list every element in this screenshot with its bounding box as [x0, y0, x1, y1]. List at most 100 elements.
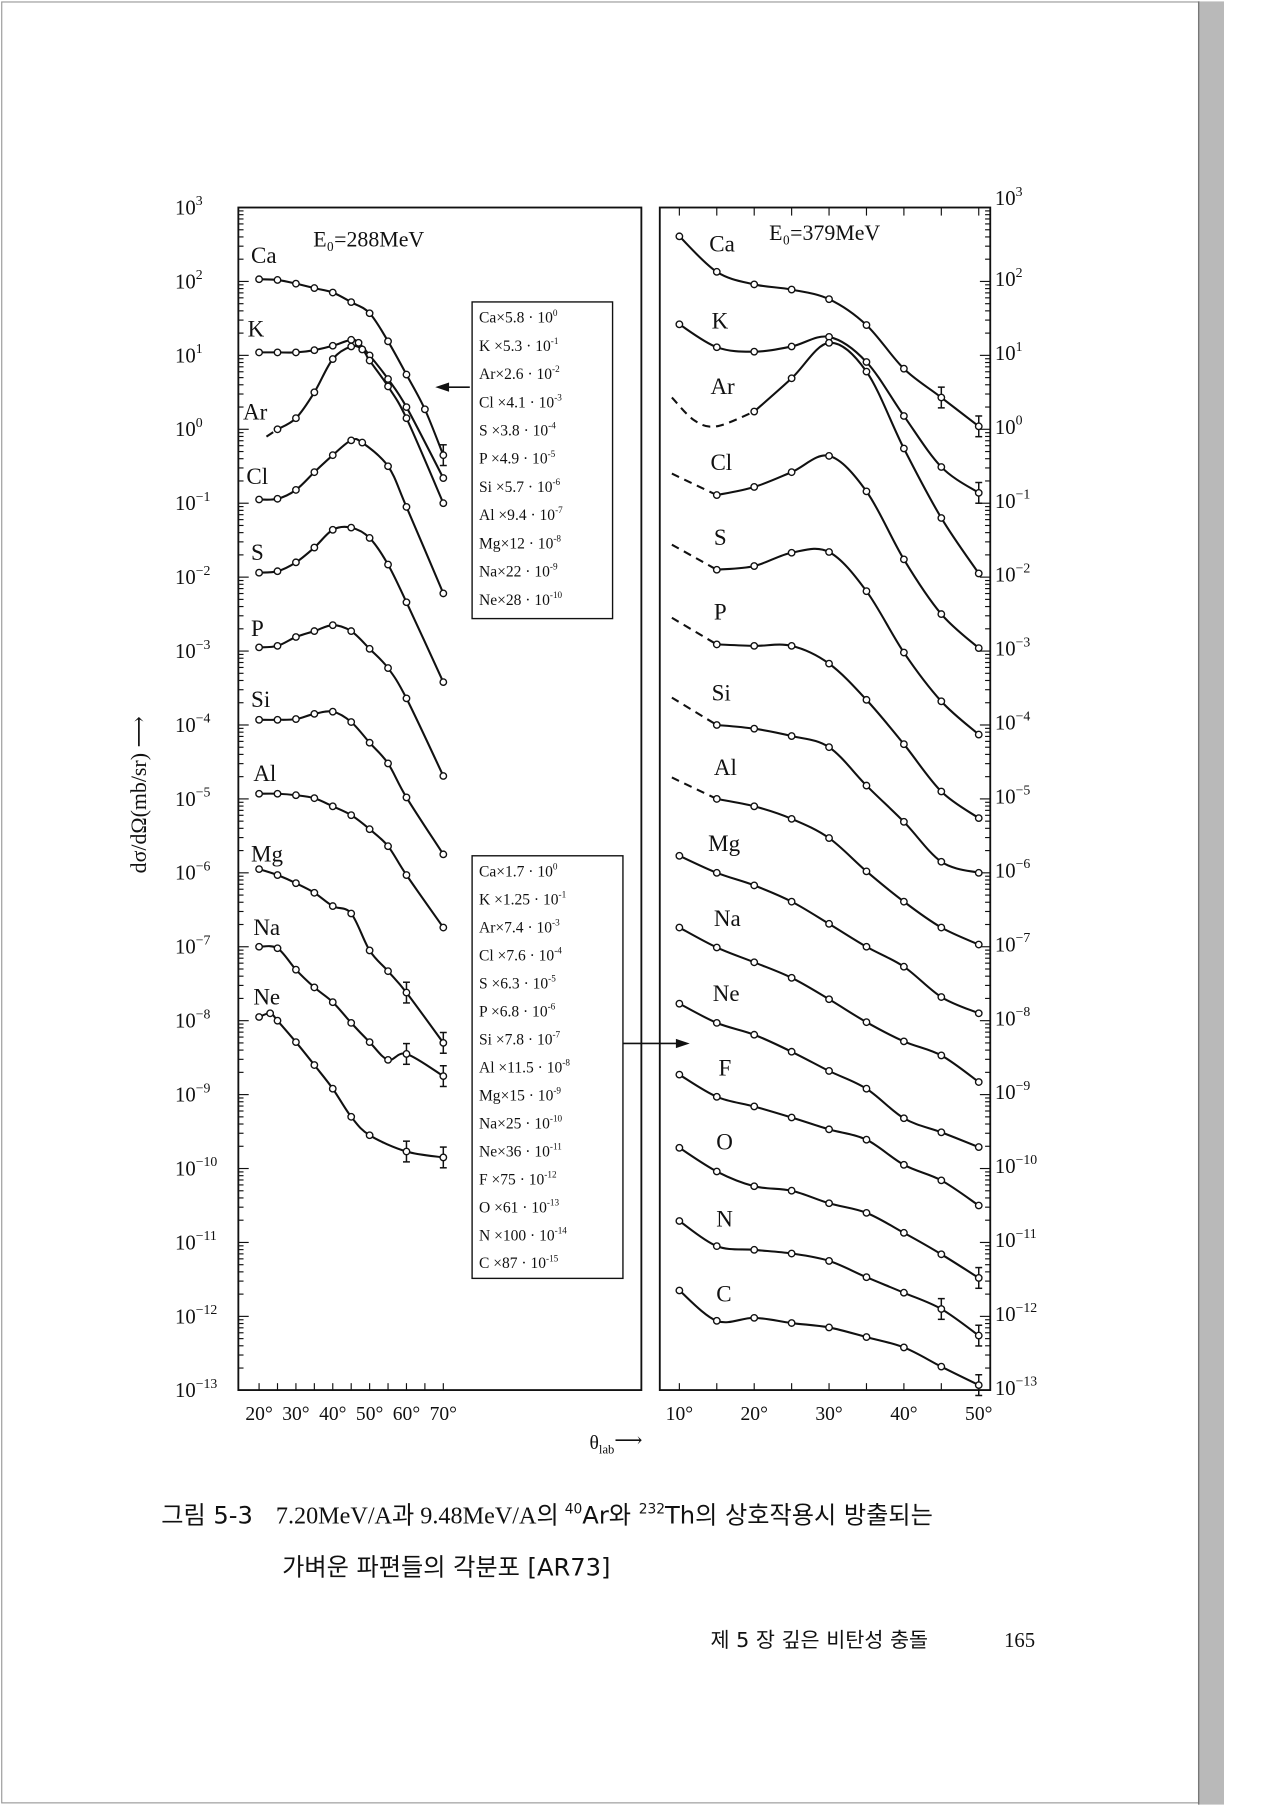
data-point [825, 548, 833, 556]
legend-entry: Ne×36 · 10-11 [479, 1141, 562, 1160]
series-label-s: S [251, 539, 264, 565]
data-point [787, 897, 796, 906]
data-point [347, 909, 356, 918]
y-tick-label: 10−4 [995, 708, 1030, 734]
data-point [310, 983, 319, 992]
series-label-si: Si [712, 679, 731, 705]
data-point [255, 1013, 263, 1021]
data-point [750, 1245, 759, 1254]
y-tick-label: 10−8 [175, 1006, 210, 1032]
data-point [712, 343, 721, 352]
data-point [273, 871, 282, 879]
y-tick-label: 10−10 [995, 1152, 1037, 1178]
data-point [439, 1153, 448, 1162]
legend-entry: S ×6.3 · 10-5 [479, 974, 556, 993]
legend-entry: S ×3.8 · 10-4 [479, 421, 556, 440]
data-point [384, 375, 392, 383]
x-tick-label: 30° [282, 1404, 309, 1425]
data-point [365, 644, 374, 653]
data-point [825, 995, 833, 1004]
data-point [862, 942, 871, 951]
legend-entry: Al ×11.5 · 10-8 [479, 1057, 570, 1076]
series-label-f: F [719, 1055, 732, 1081]
data-point [292, 715, 300, 723]
data-point [825, 1323, 833, 1332]
panel-energy-title: E₀=288MeV [313, 228, 424, 252]
data-point [974, 1331, 983, 1340]
data-point [750, 1313, 759, 1322]
legend-entry: F ×75 · 10-12 [479, 1169, 557, 1188]
data-point [439, 850, 448, 859]
data-point [273, 567, 282, 576]
data-point [899, 817, 908, 826]
data-point [328, 525, 337, 534]
legend-entry: C ×87 · 10-15 [479, 1253, 559, 1272]
data-point [862, 358, 871, 366]
legend-entry: P ×4.9 · 10-5 [479, 449, 556, 468]
series-label-p: P [251, 615, 264, 641]
scale-factor-legend: Ca×5.8 · 100 K ×5.3 · 10-1 Ar×2.6 · 10-2 Cl… [471, 301, 614, 620]
data-point [675, 320, 684, 329]
data-point [899, 1228, 908, 1237]
data-point [787, 1047, 796, 1056]
x-tick-label: 60° [393, 1404, 420, 1425]
data-point [292, 1038, 300, 1047]
data-point [937, 1176, 946, 1185]
data-point [825, 834, 833, 843]
data-point [273, 715, 282, 724]
y-tick-label: 10−13 [995, 1374, 1037, 1400]
data-point [402, 1147, 411, 1156]
data-point [675, 232, 684, 241]
y-tick-label: 10−7 [995, 930, 1030, 956]
data-point [937, 1305, 946, 1313]
data-point [750, 1030, 759, 1039]
data-point [402, 1050, 411, 1058]
data-point [273, 789, 282, 798]
legend-entry: Si ×7.8 · 10-7 [479, 1029, 561, 1048]
data-point [347, 718, 356, 726]
legend-entry: Na×25 · 10-10 [479, 1113, 563, 1132]
data-point [862, 487, 871, 496]
data-point [712, 1018, 721, 1027]
data-point [347, 1018, 356, 1027]
data-point [675, 999, 684, 1008]
data-point [328, 802, 337, 811]
data-point [347, 811, 356, 820]
data-point [899, 740, 908, 749]
data-point [937, 1362, 946, 1371]
data-point [675, 1070, 684, 1079]
data-point [358, 438, 367, 447]
data-point [310, 388, 319, 397]
data-point [787, 468, 796, 477]
data-point [439, 923, 448, 932]
y-tick-label: 10−4 [175, 711, 210, 737]
data-point [899, 555, 908, 564]
series-k: K [248, 315, 448, 482]
data-point [974, 940, 983, 949]
data-point [825, 659, 833, 668]
data-point [937, 697, 946, 706]
series-f: F [675, 1055, 983, 1210]
data-point [712, 267, 721, 276]
data-point [899, 1160, 908, 1169]
data-point [365, 356, 374, 365]
data-point [899, 1288, 908, 1297]
data-point [787, 814, 796, 823]
data-point [787, 1249, 796, 1258]
data-point [347, 335, 356, 344]
data-point [365, 1038, 374, 1047]
data-point [402, 598, 411, 607]
data-point [328, 1084, 337, 1093]
y-tick-label: 10−9 [995, 1078, 1030, 1104]
data-point [358, 345, 367, 354]
data-point [292, 558, 300, 567]
data-point [750, 1102, 759, 1111]
data-point [273, 1016, 282, 1025]
legend-entry: Cl ×4.1 · 10-3 [479, 392, 562, 411]
data-point [937, 857, 946, 866]
data-point [354, 338, 363, 347]
data-point [787, 374, 796, 383]
series-label-p: P [714, 599, 727, 625]
data-point [750, 724, 759, 733]
data-point [255, 789, 263, 798]
